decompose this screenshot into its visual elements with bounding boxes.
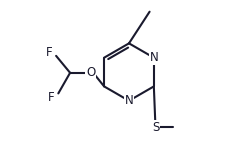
Text: O: O <box>86 66 95 79</box>
Text: N: N <box>149 51 158 64</box>
Text: F: F <box>47 91 54 104</box>
Text: N: N <box>124 94 133 107</box>
Text: F: F <box>46 46 53 59</box>
Text: S: S <box>151 121 158 134</box>
